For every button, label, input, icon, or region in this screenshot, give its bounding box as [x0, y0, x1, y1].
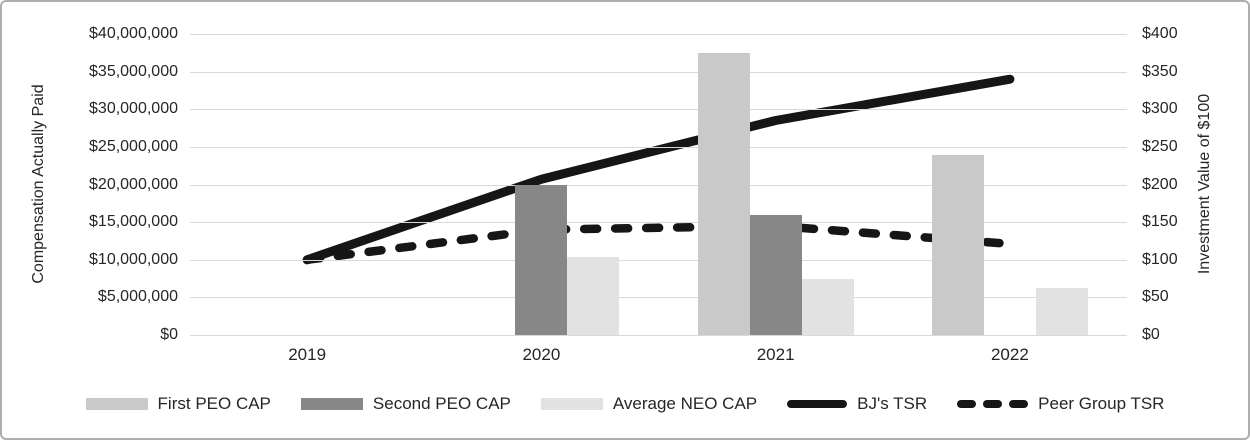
legend-label: Average NEO CAP — [612, 394, 758, 413]
left-axis-tick-label: $15,000,000 — [89, 213, 178, 231]
gridline — [190, 259, 1127, 261]
dash-segment — [1009, 400, 1029, 408]
right-axis-tick-label: $250 — [1142, 137, 1178, 155]
gridline — [190, 109, 1127, 111]
x-axis-label: 2020 — [522, 345, 561, 364]
left-axis-tick-label: $5,000,000 — [97, 288, 178, 306]
legend-swatch-bar — [540, 398, 603, 410]
legend-swatch-dashed-line — [957, 400, 1029, 408]
left-axis-tick-label: $30,000,000 — [89, 100, 178, 118]
legend-label: First PEO CAP — [157, 394, 271, 413]
x-axis-label: 2022 — [990, 345, 1029, 364]
bar-average-neo-cap — [801, 278, 854, 335]
left-axis-tick-label: $20,000,000 — [89, 175, 178, 193]
legend-label: BJ's TSR — [857, 394, 928, 413]
right-axis-tick-label: $400 — [1142, 25, 1178, 42]
gridline — [190, 222, 1127, 224]
left-axis-tick-label: $0 — [160, 326, 178, 343]
right-axis-title: Investment Value of $100 — [1196, 93, 1213, 275]
legend-item-average-neo-cap: Average NEO CAP — [540, 394, 758, 414]
right-axis-tick-label: $200 — [1142, 175, 1178, 193]
legend-item-bj-s-tsr: BJ's TSR — [787, 394, 927, 414]
left-axis-tick-label: $25,000,000 — [89, 137, 178, 155]
bar-second-peo-cap — [749, 214, 802, 335]
line-peer-group-tsr — [302, 221, 1015, 265]
x-axis-label: 2021 — [756, 345, 795, 364]
right-axis-tick-label: $150 — [1142, 213, 1178, 231]
tsr-lines-layer — [302, 74, 1015, 265]
legend-label: Second PEO CAP — [372, 394, 511, 413]
right-axis-tick-label: $0 — [1142, 326, 1160, 343]
gridline — [190, 71, 1127, 73]
legend-item-second-peo-cap: Second PEO CAP — [300, 394, 511, 414]
gridline — [190, 335, 1127, 336]
legend-swatch-bar — [300, 398, 363, 410]
right-axis-tick-label: $100 — [1142, 250, 1178, 268]
legend: First PEO CAP Second PEO CAP Average NEO C… — [2, 391, 1248, 417]
left-axis-tick-label: $10,000,000 — [89, 250, 178, 268]
legend-swatch-solid-line — [787, 400, 848, 408]
gridline — [190, 297, 1127, 299]
legend-item-first-peo-cap: First PEO CAP — [85, 394, 271, 414]
dash-segment — [983, 400, 1003, 408]
left-axis-tick-label: $40,000,000 — [89, 25, 178, 42]
right-axis-tick-label: $300 — [1142, 100, 1178, 118]
legend-swatch-bar — [85, 398, 148, 410]
gridline — [190, 146, 1127, 148]
bar-average-neo-cap — [1035, 287, 1088, 335]
x-axis-label: 2019 — [288, 345, 327, 364]
bar-second-peo-cap — [515, 184, 568, 335]
dash-segment — [957, 400, 977, 408]
bar-first-peo-cap — [931, 155, 984, 335]
legend-label: Peer Group TSR — [1038, 394, 1165, 413]
left-axis-tick-label: $35,000,000 — [89, 62, 178, 80]
bar-average-neo-cap — [567, 256, 620, 335]
right-axis-tick-label: $50 — [1142, 288, 1169, 306]
gridline — [190, 184, 1127, 186]
line-bj-s-tsr — [302, 74, 1015, 265]
gridline — [190, 34, 1127, 35]
right-axis-tick-label: $350 — [1142, 62, 1178, 80]
legend-item-peer-group-tsr: Peer Group TSR — [957, 394, 1164, 414]
bar-first-peo-cap — [697, 52, 750, 335]
